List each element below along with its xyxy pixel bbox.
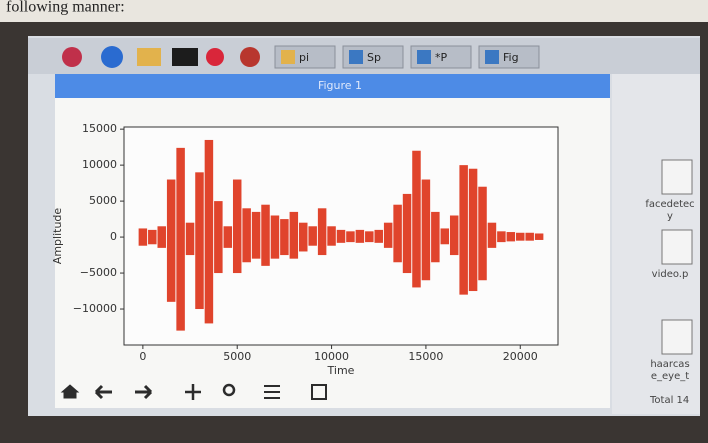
waveform-segment (139, 228, 147, 245)
waveform-segment (308, 226, 316, 245)
y-axis-label: Amplitude (51, 208, 64, 265)
waveform-segment (299, 223, 307, 252)
caption: following manner: (6, 0, 125, 16)
waveform-segment (195, 172, 203, 309)
waveform-segment (356, 230, 364, 243)
waveform-segment (346, 231, 354, 242)
desktop-icon[interactable] (662, 230, 692, 264)
desktop-icon-label: e_eye_t (651, 371, 689, 382)
waveform-segment (516, 233, 524, 241)
waveform-segment (157, 226, 165, 248)
y-tick-label: −5000 (80, 266, 117, 279)
waveform-segment (441, 228, 449, 244)
x-tick-label: 15000 (408, 350, 443, 363)
task-icon (349, 50, 363, 64)
waveform-segment (290, 212, 298, 259)
waveform-segment (233, 180, 241, 274)
waveform-segment (393, 205, 401, 263)
waveform-segment (365, 231, 373, 242)
waveform-segment (271, 215, 279, 258)
files-icon[interactable] (137, 48, 161, 66)
waveform-segment (318, 208, 326, 255)
waveform-segment (459, 165, 467, 295)
waveform-segment (488, 223, 496, 248)
app-icon[interactable] (206, 48, 224, 66)
x-tick-label: 20000 (503, 350, 538, 363)
waveform-segment (422, 180, 430, 281)
waveform-segment (148, 230, 156, 244)
desktop-icon-label: haarcas (650, 359, 689, 370)
y-tick-label: 10000 (82, 158, 117, 171)
browser-icon[interactable] (101, 46, 123, 68)
waveform-segment (167, 180, 175, 302)
x-axis-label: Time (327, 364, 355, 377)
waveform-segment (469, 169, 477, 291)
desktop-icon-label: video.p (652, 269, 689, 280)
desktop-icon[interactable] (662, 160, 692, 194)
terminal-icon[interactable] (172, 48, 198, 66)
waveform-segment (403, 194, 411, 273)
waveform-segment (337, 230, 345, 243)
waveform-segment (431, 212, 439, 262)
task-icon (281, 50, 295, 64)
status-text: Total 14 (649, 395, 689, 406)
menu-icon[interactable] (62, 47, 82, 67)
x-tick-label: 0 (139, 350, 146, 363)
waveform-segment (374, 230, 382, 243)
waveform-segment (280, 219, 288, 255)
y-tick-label: 15000 (82, 122, 117, 135)
screen-photo: following manner: pi Sp *P Fig Figure 1 fac… (0, 0, 708, 443)
waveform-segment (478, 187, 486, 281)
waveform-segment (261, 205, 269, 266)
y-tick-label: 0 (110, 230, 117, 243)
desktop-icon-label: facedetec (645, 199, 694, 210)
y-tick-label: −10000 (73, 302, 117, 315)
waveform-segment (525, 233, 533, 241)
desktop-icon-label: y (667, 211, 673, 222)
x-tick-label: 5000 (223, 350, 251, 363)
page: following manner: pi Sp *P Fig Figure 1 fac… (0, 0, 708, 443)
task-label: Fig (503, 51, 519, 64)
waveform-segment (497, 231, 505, 242)
waveform-segment (252, 212, 260, 259)
task-icon (485, 50, 499, 64)
waveform-segment (224, 226, 232, 248)
waveform-segment (384, 223, 392, 248)
window-title: Figure 1 (318, 79, 362, 92)
waveform-segment (412, 151, 420, 288)
app-icon[interactable] (240, 47, 260, 67)
waveform-segment (186, 223, 194, 255)
waveform-segment (242, 208, 250, 262)
desktop-icon[interactable] (662, 320, 692, 354)
waveform-segment (535, 233, 543, 239)
waveform-segment (205, 140, 213, 323)
waveform-segment (450, 215, 458, 255)
waveform-segment (176, 148, 184, 331)
x-tick-label: 10000 (314, 350, 349, 363)
task-icon (417, 50, 431, 64)
task-label: Sp (367, 51, 381, 64)
y-tick-label: 5000 (89, 194, 117, 207)
task-label: *P (435, 51, 448, 64)
waveform-segment (507, 232, 515, 241)
task-label: pi (299, 51, 309, 64)
waveform-segment (327, 226, 335, 245)
waveform-segment (214, 201, 222, 273)
